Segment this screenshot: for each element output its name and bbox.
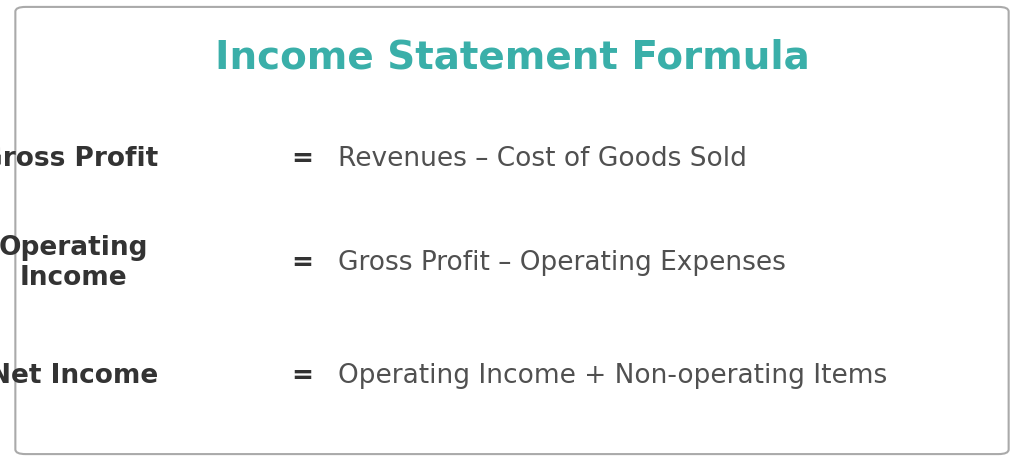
Text: =: = xyxy=(291,146,313,172)
Text: Operating
Income: Operating Income xyxy=(0,235,148,291)
Text: Gross Profit: Gross Profit xyxy=(0,146,159,172)
Text: Revenues – Cost of Goods Sold: Revenues – Cost of Goods Sold xyxy=(338,146,746,172)
Text: Gross Profit – Operating Expenses: Gross Profit – Operating Expenses xyxy=(338,250,785,276)
Text: =: = xyxy=(291,363,313,389)
FancyBboxPatch shape xyxy=(15,7,1009,454)
Text: Operating Income + Non-operating Items: Operating Income + Non-operating Items xyxy=(338,363,887,389)
Text: =: = xyxy=(291,250,313,276)
Text: Net Income: Net Income xyxy=(0,363,159,389)
Text: Income Statement Formula: Income Statement Formula xyxy=(215,39,809,77)
